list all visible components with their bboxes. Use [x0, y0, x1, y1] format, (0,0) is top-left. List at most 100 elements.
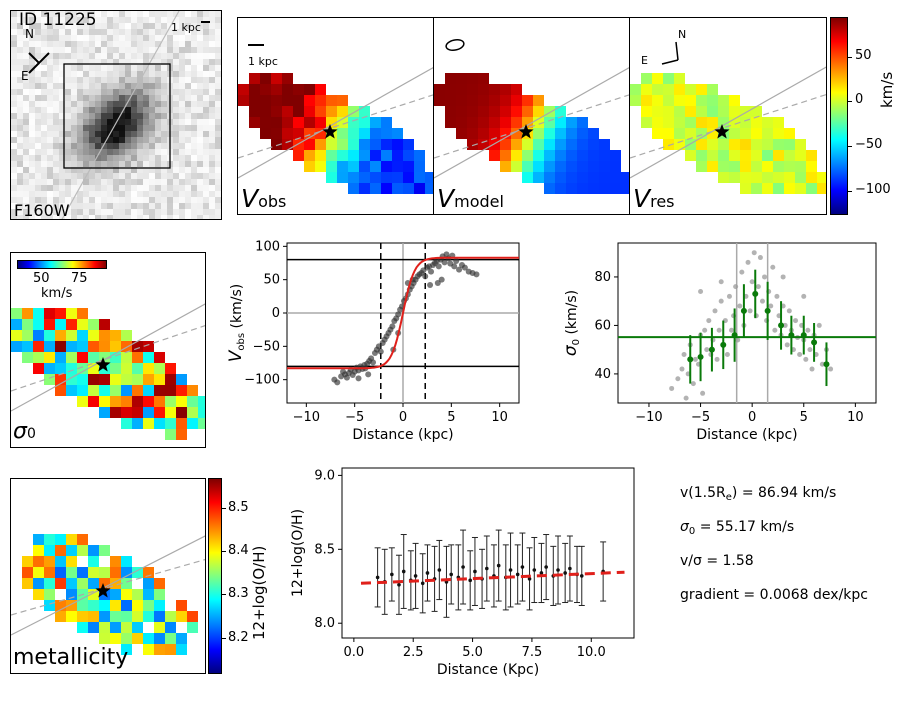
hst-pixel — [65, 173, 71, 179]
hst-pixel — [29, 101, 35, 107]
hst-pixel — [41, 155, 47, 161]
hst-pixel — [203, 155, 209, 161]
hst-pixel — [95, 119, 101, 125]
hst-pixel — [143, 125, 149, 131]
hst-pixel — [161, 29, 167, 35]
hst-pixel — [143, 41, 149, 47]
hst-pixel — [173, 191, 179, 197]
map-pixel — [577, 150, 588, 161]
hst-pixel — [179, 197, 185, 203]
hst-pixel — [11, 17, 17, 23]
stat-gradient: gradient = 0.0068 dex/kpc — [680, 587, 868, 603]
hst-pixel — [113, 101, 119, 107]
map-pixel — [784, 139, 795, 150]
x-axis-label: Distance (Kpc) — [437, 662, 539, 678]
hst-pixel — [89, 185, 95, 191]
hst-pixel — [137, 65, 143, 71]
hst-pixel — [203, 11, 209, 17]
sigma-pixel — [55, 352, 66, 363]
hst-pixel — [191, 53, 197, 59]
hst-pixel — [47, 155, 53, 161]
metallicity-colorbar-tick — [222, 508, 226, 509]
map-pixel — [511, 150, 522, 161]
hst-pixel — [71, 83, 77, 89]
hst-pixel — [209, 173, 215, 179]
hst-pixel — [185, 89, 191, 95]
hst-pixel — [35, 185, 41, 191]
hst-pixel — [113, 191, 119, 197]
metallicity-point — [425, 571, 430, 575]
velocity-point — [438, 276, 445, 283]
hst-pixel — [107, 11, 113, 17]
hst-pixel — [35, 131, 41, 137]
hst-pixel — [161, 203, 167, 209]
hst-pixel — [83, 209, 89, 215]
hst-pixel — [89, 47, 95, 53]
hst-pixel — [113, 11, 119, 17]
metallicity-pixel — [132, 633, 143, 644]
hst-pixel — [155, 215, 161, 219]
hst-pixel — [191, 119, 197, 125]
hst-pixel — [11, 89, 17, 95]
hst-pixel — [89, 149, 95, 155]
hst-pixel — [47, 107, 53, 113]
map-pixel — [621, 183, 630, 194]
velocity-colorbar-tick — [848, 101, 852, 102]
sigma-pixel — [33, 363, 44, 374]
map-pixel — [511, 117, 522, 128]
hst-pixel — [107, 71, 113, 77]
hst-pixel — [47, 167, 53, 173]
x-axis-label: Distance (kpc) — [696, 427, 797, 443]
kinematic-axis-line — [238, 66, 434, 179]
map-pixel — [381, 128, 392, 139]
stat-sigma: σ0 = 55.17 km/s — [680, 519, 794, 537]
hst-pixel — [113, 209, 119, 215]
map-pixel — [304, 128, 315, 139]
hst-pixel — [143, 143, 149, 149]
hst-pixel — [11, 167, 17, 173]
map-pixel — [696, 84, 707, 95]
map-pixel — [544, 183, 555, 194]
y-tick-label: 0 — [272, 306, 280, 321]
hst-pixel — [77, 65, 83, 71]
hst-pixel — [173, 101, 179, 107]
sigma-pixel — [33, 330, 44, 341]
metallicity-pixel — [77, 611, 88, 622]
hst-pixel — [203, 149, 209, 155]
hst-pixel — [113, 35, 119, 41]
sigma-pixel — [11, 341, 22, 352]
hst-pixel — [113, 149, 119, 155]
hst-pixel — [89, 71, 95, 77]
hst-pixel — [89, 53, 95, 59]
dispersion-point — [797, 352, 803, 358]
sigma-pixel — [132, 385, 143, 396]
hst-pixel — [125, 185, 131, 191]
hst-pixel — [35, 113, 41, 119]
dispersion-point — [784, 342, 790, 348]
hst-pixel — [125, 143, 131, 149]
map-pixel — [806, 172, 817, 183]
map-pixel — [271, 73, 282, 84]
dispersion-point — [733, 284, 739, 290]
hst-pixel — [65, 41, 71, 47]
hst-pixel — [89, 23, 95, 29]
map-pixel — [588, 183, 599, 194]
map-pixel — [326, 117, 337, 128]
hst-pixel — [125, 107, 131, 113]
map-pixel — [445, 117, 456, 128]
hst-pixel — [11, 125, 17, 131]
hst-pixel — [191, 35, 197, 41]
velocity-point — [427, 282, 434, 288]
hst-pixel — [35, 89, 41, 95]
hst-pixel — [149, 17, 155, 23]
map-pixel — [348, 128, 359, 139]
morphological-axis-line — [630, 94, 826, 159]
map-pixel — [434, 95, 445, 106]
hst-pixel — [161, 197, 167, 203]
map-pixel — [370, 161, 381, 172]
hst-pixel — [65, 59, 71, 65]
map-pixel — [500, 117, 511, 128]
hst-pixel — [149, 209, 155, 215]
hst-pixel — [17, 41, 23, 47]
metallicity-point — [539, 571, 544, 575]
